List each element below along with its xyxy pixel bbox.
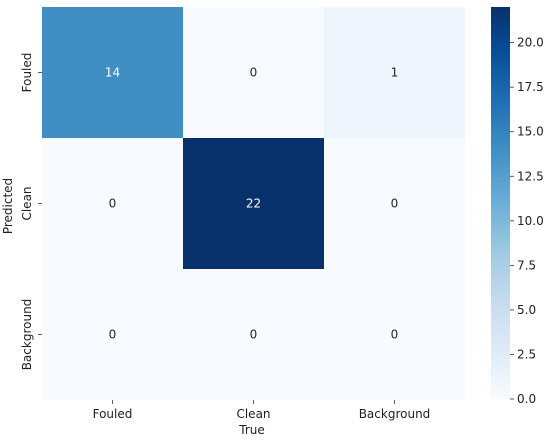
colorbar — [491, 7, 510, 399]
colorbar-tick-label: 5.0 — [517, 303, 536, 317]
cell-value-label: 14 — [105, 66, 120, 80]
colorbar-tick-label: 10.0 — [517, 214, 544, 228]
colorbar-ticks: 0.0 2.5 5.0 7.5 10.0 12.5 15.0 17.5 20.0 — [510, 36, 544, 406]
heatmap-cell — [42, 7, 183, 138]
colorbar-tick-label: 20.0 — [517, 36, 544, 50]
y-axis-ticks: Fouled Clean Background — [20, 53, 42, 371]
heatmap-cell — [183, 269, 324, 400]
cell-value-label: 0 — [250, 66, 258, 80]
heatmap-cells — [42, 7, 465, 400]
heatmap-cell — [324, 269, 465, 400]
colorbar-tick-label: 15.0 — [517, 125, 544, 139]
heatmap-cell — [42, 138, 183, 269]
y-tick-label: Background — [20, 299, 34, 371]
x-tick-label: Clean — [236, 407, 270, 421]
cell-value-labels: 14 0 1 0 22 0 0 0 0 — [105, 66, 398, 342]
heatmap-cell — [324, 138, 465, 269]
x-axis-label: True — [238, 423, 265, 437]
x-tick-label: Background — [359, 407, 431, 421]
cell-value-label: 0 — [250, 328, 258, 342]
colorbar-tick-label: 12.5 — [517, 169, 544, 183]
colorbar-tick-label: 2.5 — [517, 347, 536, 361]
y-tick-label: Clean — [20, 186, 34, 220]
cell-value-label: 22 — [246, 197, 261, 211]
heatmap-cell — [42, 269, 183, 400]
x-tick-label: Fouled — [93, 407, 133, 421]
colorbar-tick-label: 7.5 — [517, 258, 536, 272]
cell-value-label: 0 — [391, 328, 399, 342]
heatmap-cell — [183, 7, 324, 138]
x-axis-ticks: Fouled Clean Background — [93, 400, 431, 421]
colorbar-tick-label: 17.5 — [517, 80, 544, 94]
heatmap-cell — [324, 7, 465, 138]
colorbar-tick-label: 0.0 — [517, 392, 536, 406]
cell-value-label: 0 — [109, 328, 117, 342]
heatmap-cell — [183, 138, 324, 269]
cell-value-label: 0 — [391, 197, 399, 211]
y-tick-label: Fouled — [20, 53, 34, 93]
y-axis-label: Predicted — [1, 178, 15, 234]
cell-value-label: 0 — [109, 197, 117, 211]
cell-value-label: 1 — [391, 66, 399, 80]
